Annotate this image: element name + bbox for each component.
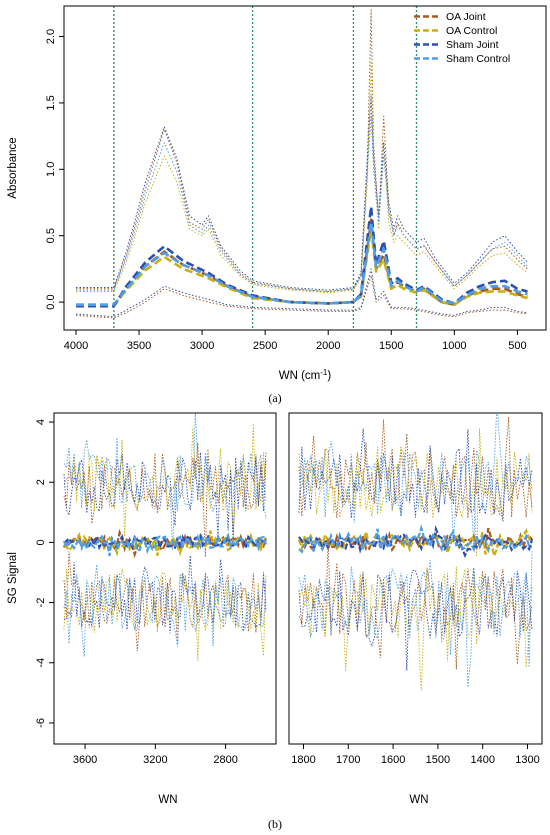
x-axis-title-a-close: ) [327,370,331,382]
series-line-3 [76,221,528,306]
sg-series-line [298,413,533,546]
sg-series-left [62,413,268,661]
y-tick-label: -4 [35,658,47,668]
y-tick-label: 4 [35,419,47,425]
x-tick-label: 1300 [515,754,539,766]
plot-frame-a [63,5,547,331]
plot-frame-b-right [288,412,543,745]
x-axis-title-a-main: WN (cm [279,370,321,382]
y-tick-label: 2.0 [45,29,57,44]
y-axis-b-left: -6 -4 -2 0 2 4 [35,419,54,728]
sg-series-right [297,413,534,691]
x-axis-title-a: WN (cm-1) [279,368,332,382]
y-tick-label: 1.0 [45,162,57,177]
x-tick-label: 3500 [127,340,151,352]
x-tick-label: 3200 [143,754,167,766]
sg-series-line [297,528,533,560]
x-tick-label: 1400 [470,754,494,766]
series-line-1 [76,227,528,306]
y-tick-label: 0.5 [45,228,57,243]
x-tick-label: 2000 [316,340,340,352]
caption-b: (b) [268,817,282,831]
sg-series-line [298,566,533,691]
sg-series-line [298,524,533,554]
x-tick-label: 3000 [190,340,214,352]
y-tick-label: -6 [35,718,47,728]
legend-label: OA Joint [446,11,486,23]
sg-series-line [63,555,267,634]
series-line-8 [75,275,528,319]
y-tick-label: 2 [35,479,47,485]
y-axis-title-a: Absorbance [7,137,19,198]
x-axis-b-left: 3600 3200 2800 [73,744,238,766]
legend-label: Sham Joint [446,39,499,51]
sg-series-line [62,532,268,557]
x-axis-title-a-sup: -1 [320,368,328,377]
panel-b-left: 3600 3200 2800 -6 -4 -2 0 2 4 WN SG Signal [7,412,277,806]
x-tick-label: 1700 [336,754,360,766]
sg-series-line [63,551,267,652]
vertical-reference-lines [113,6,418,330]
x-tick-label: 500 [508,340,526,352]
x-tick-label: 1500 [379,340,403,352]
x-axis-title-b-right: WN [409,794,428,806]
x-tick-label: 4000 [64,340,88,352]
sg-series-line [298,551,533,688]
spectra-series [75,9,528,319]
legend: OA Joint OA Control Sham Joint Sham Control [414,11,510,65]
sg-series-line [298,527,533,553]
sg-series-line [63,564,267,657]
y-tick-label: 0.0 [45,294,57,309]
legend-label: OA Control [446,25,497,37]
y-tick-label: 0 [35,539,47,545]
sg-series-line [63,452,267,544]
y-tick-label: -2 [35,598,47,608]
x-axis-b-right: 1800 1700 1600 1500 1400 1300 [291,744,540,766]
caption-a: (a) [268,391,281,405]
series-line-9 [75,268,528,318]
legend-label: Sham Control [446,53,510,65]
series-line-2 [76,205,528,308]
sg-series-line [63,413,267,551]
x-tick-label: 2800 [213,754,237,766]
sg-series-line [298,428,533,557]
series-line-6 [76,95,528,291]
y-axis-title-b: SG Signal [7,552,19,604]
sg-series-line [63,568,267,661]
x-tick-label: 2500 [253,340,277,352]
x-tick-label: 1600 [381,754,405,766]
sg-series-line [298,416,533,519]
sg-series-line [298,428,533,522]
sg-series-line [298,537,533,670]
panel-a: 4000 3500 3000 2500 2000 1500 1000 500 0.0 0.5 1.… [7,5,547,405]
x-axis-title-b-left: WN [158,794,177,806]
panel-b-right: 1800 1700 1600 1500 1400 1300 WN [288,412,543,806]
x-tick-label: 1500 [426,754,450,766]
y-axis-a: 0.0 0.5 1.0 1.5 2.0 [45,29,64,310]
x-tick-label: 3600 [73,754,97,766]
series-line-5 [76,62,528,294]
series-line-7 [76,115,528,292]
sg-series-line [63,423,267,537]
x-axis-a: 4000 3500 3000 2500 2000 1500 1000 500 [64,330,527,352]
series-line-4 [76,9,528,292]
plot-frame-b-left [53,412,277,745]
x-tick-label: 1000 [442,340,466,352]
y-tick-label: 1.5 [45,95,57,110]
x-tick-label: 1800 [291,754,315,766]
